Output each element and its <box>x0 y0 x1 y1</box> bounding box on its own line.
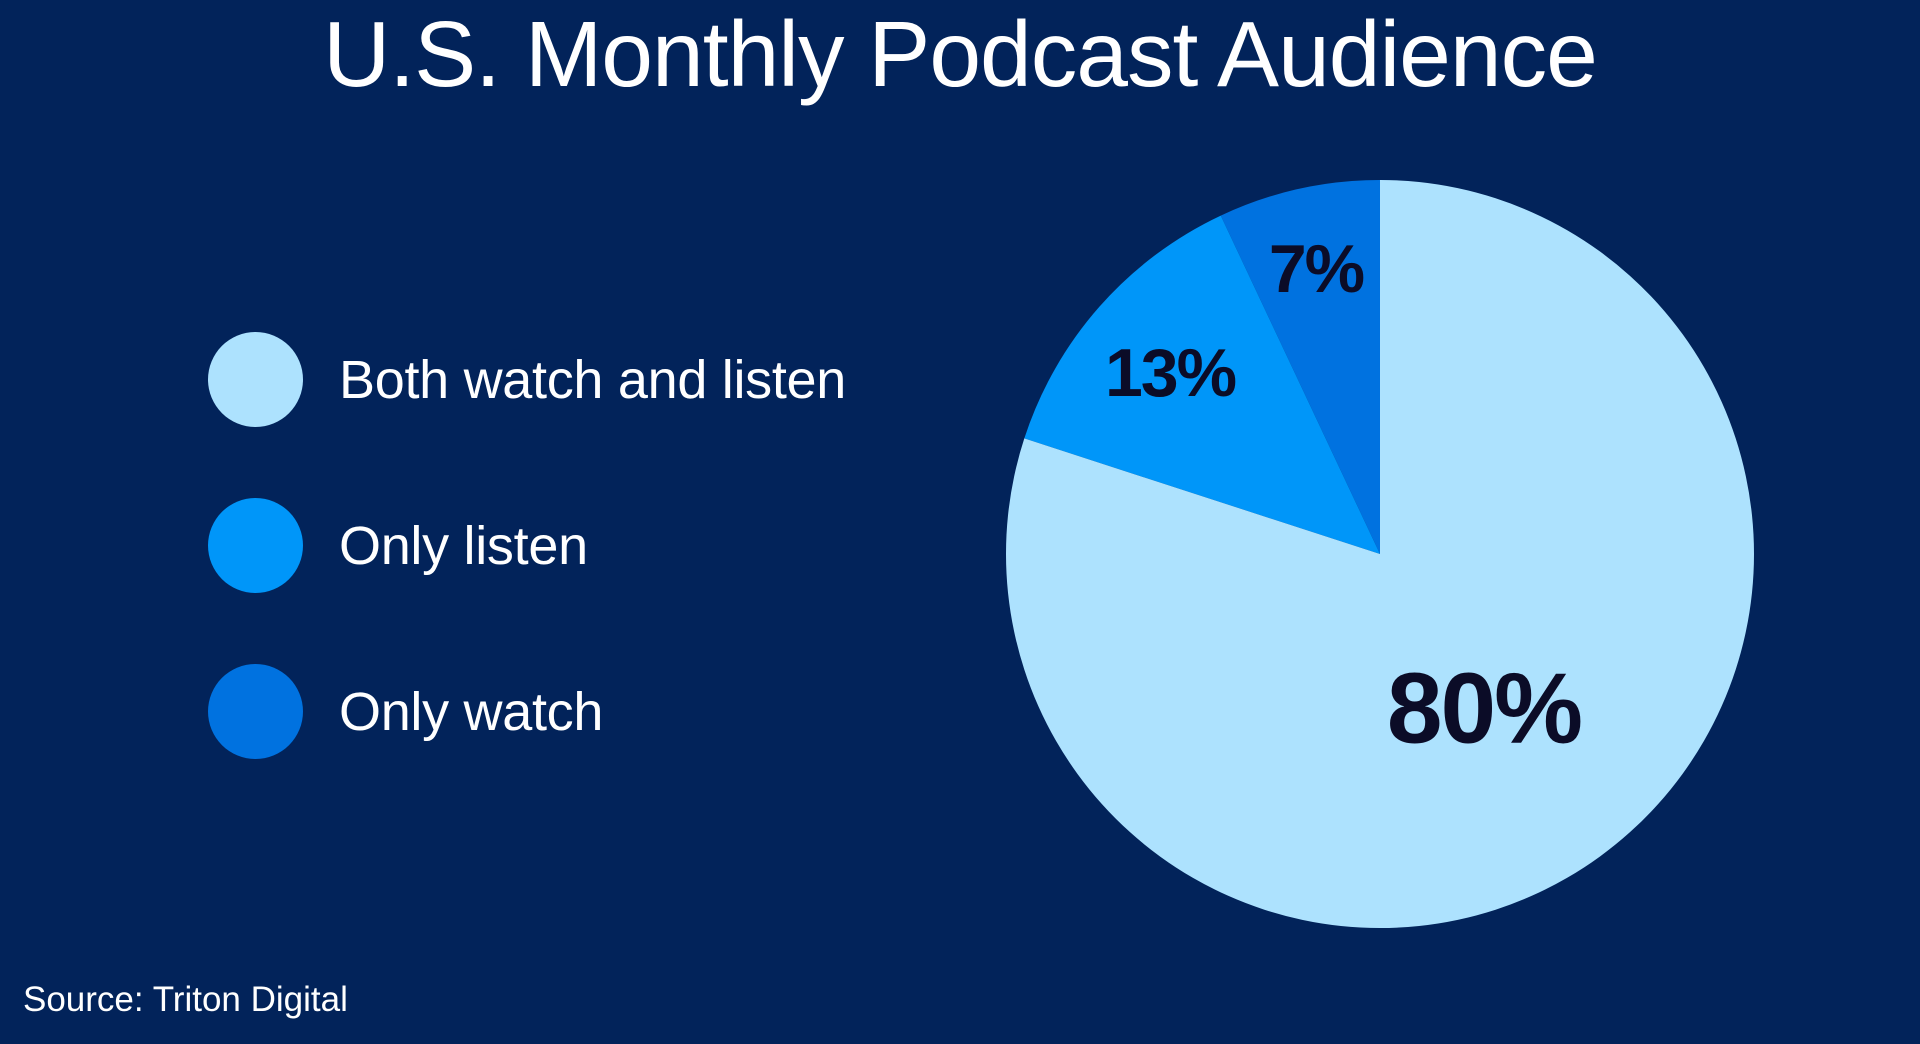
legend-swatch-both-icon <box>208 332 303 427</box>
pie-slice-only-listen <box>1024 215 1380 555</box>
legend-item-only-listen: Only listen <box>208 498 588 593</box>
legend-label-only-listen: Only listen <box>339 515 588 576</box>
slice-label-only-watch: 7% <box>1268 231 1365 307</box>
legend-swatch-only-watch-icon <box>208 664 303 759</box>
pie-slice-only-watch <box>1220 180 1380 554</box>
pie-slices <box>1005 180 1754 929</box>
chart-title: U.S. Monthly Podcast Audience <box>323 2 1598 106</box>
legend-swatch-only-listen-icon <box>208 498 303 593</box>
pie-slice-both <box>1005 180 1754 929</box>
legend-label-only-watch: Only watch <box>339 681 604 742</box>
legend-item-both: Both watch and listen <box>208 332 846 427</box>
source-note: Source: Triton Digital <box>23 980 348 1019</box>
legend-label-both: Both watch and listen <box>339 349 847 410</box>
legend-item-only-watch: Only watch <box>208 664 603 759</box>
slice-label-both: 80% <box>1386 652 1583 765</box>
slice-label-only-listen: 13% <box>1104 335 1237 411</box>
